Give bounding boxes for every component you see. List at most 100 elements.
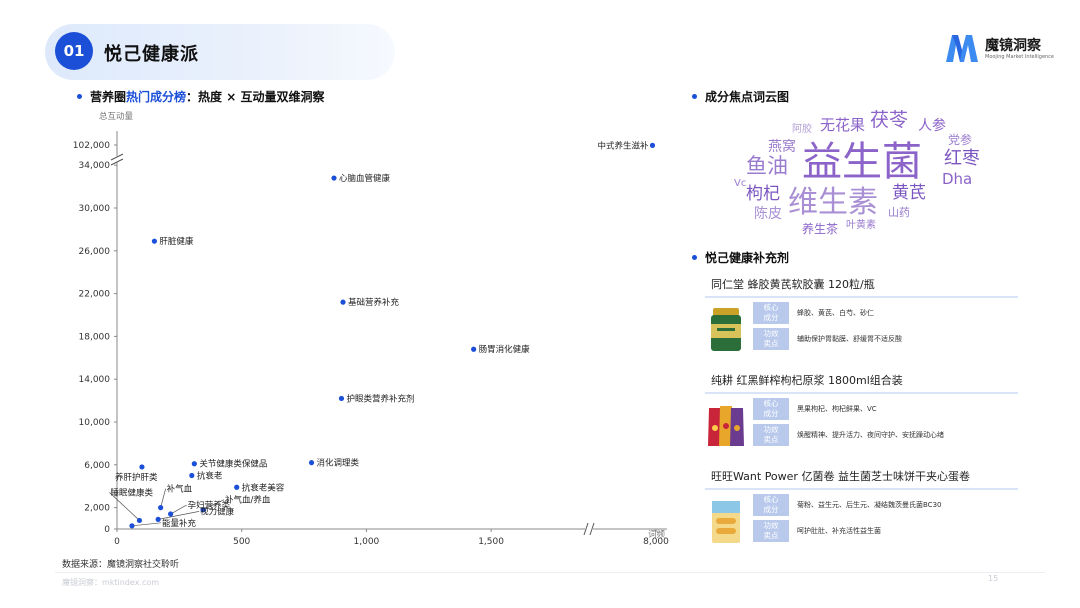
benefit-tag: 功效 卖点 — [753, 520, 789, 542]
brand-logo-icon — [946, 35, 978, 62]
y-tick-label: 30,000 — [79, 204, 111, 214]
y-tick-label: 6,000 — [84, 461, 110, 471]
header-band — [45, 24, 395, 80]
juice-pouch-image — [708, 406, 744, 446]
data-point — [158, 505, 164, 511]
cloud-section-title: 成分焦点词云图 — [692, 88, 789, 105]
footer-text: 魔镜洞察：mktindex.com — [62, 578, 160, 587]
cloud-word: 阿胶 — [792, 122, 812, 135]
cloud-word: 人参 — [918, 117, 946, 134]
x-axis-break — [583, 522, 595, 536]
x-tick-label: 500 — [233, 537, 250, 547]
footer-divider — [55, 572, 1045, 573]
bullet-icon — [692, 255, 697, 260]
tag-line: 核心 — [763, 495, 779, 504]
product-ingredients: 黑果枸杞、枸杞鲜果、VC — [797, 405, 877, 413]
supplement-section-title: 悦己健康补充剂 — [692, 249, 789, 266]
data-point — [129, 523, 135, 529]
tag-line: 卖点 — [763, 339, 779, 348]
tag-line: 卖点 — [763, 531, 779, 540]
product-name: 纯耕 红黑鲜榨枸杞原浆 1800ml组合装 — [711, 374, 903, 387]
bullet-icon — [77, 94, 82, 99]
label-leader-line — [202, 499, 225, 511]
data-point — [340, 299, 346, 305]
tag-line: 核心 — [763, 303, 779, 312]
data-point — [139, 464, 145, 470]
product-benefits: 呵护肚肚、补充活性益生菌 — [797, 527, 881, 535]
cloud-word: 维生素 — [788, 185, 878, 220]
product-name: 同仁堂 蜂胶黄芪软胶囊 120粒/瓶 — [711, 278, 875, 291]
product-ingredients: 菊粉、益生元、后生元、凝结魏茨曼氏菌BC30 — [797, 501, 942, 509]
data-point-label: 抗衰老美容 — [242, 482, 285, 493]
y-axis-break — [110, 153, 124, 166]
data-point — [200, 507, 206, 513]
cloud-word: 益生菌 — [802, 139, 922, 185]
data-point-label: 中式养生滋补 — [597, 140, 649, 151]
tag-line: 功效 — [763, 521, 779, 530]
tag-line: 成分 — [763, 313, 779, 322]
scatter-chart: 0 2,000 6,000 10,000 14,000 18,000 22,000 26,00… — [73, 111, 669, 547]
data-point — [136, 517, 143, 524]
data-point — [168, 511, 174, 517]
y-tick-label: 22,000 — [79, 290, 111, 300]
product-benefits: 焕醒精神、提升活力、夜间守护、安抚躁动心绪 — [797, 431, 944, 439]
product-divider — [705, 296, 1018, 298]
label-leader-line — [131, 522, 162, 527]
bullet-icon — [692, 94, 697, 99]
benefit-tag: 功效 卖点 — [753, 424, 789, 446]
label-leader-line — [158, 511, 200, 520]
cloud-word: 山药 — [888, 206, 910, 219]
cloud-word: 鱼油 — [746, 154, 788, 178]
data-point — [151, 238, 158, 244]
y-tick-label: 34,000 — [79, 161, 111, 171]
supplement-title-text: 悦己健康补充剂 — [705, 251, 790, 265]
data-point-label: 视力健康 — [200, 506, 235, 517]
y-tick-label: 14,000 — [79, 375, 111, 385]
y-tick-label: 102,000 — [73, 141, 110, 151]
chart-title-highlight: 热门成分榜 — [126, 90, 187, 104]
y-tick-label: 10,000 — [79, 418, 111, 428]
data-point-label: 养肝护肝类 — [115, 472, 158, 483]
cloud-word: 叶黄素 — [846, 218, 876, 231]
x-tick-label: 8,000 — [643, 537, 669, 547]
x-tick-label: 1,500 — [478, 537, 504, 547]
core-ingredient-tag: 核心 成分 — [753, 302, 789, 324]
cloud-word: 茯苓 — [870, 109, 908, 131]
product-card: 纯耕 红黑鲜榨枸杞原浆 1800ml组合装 核心 成分 黑果枸杞、枸杞鲜果、VC … — [705, 372, 1018, 454]
data-point — [338, 395, 345, 402]
data-point — [308, 460, 315, 466]
tag-line: 成分 — [763, 505, 779, 514]
data-point — [234, 484, 240, 490]
chart-section-title: 营养圈热门成分榜：热度 × 互动量双维洞察 — [77, 88, 324, 105]
data-point-label: 能量补充 — [162, 518, 197, 529]
section-number-badge: 01 — [55, 32, 93, 70]
y-tick-label: 2,000 — [84, 504, 110, 514]
product-divider — [705, 488, 1018, 490]
x-axis-label: 词频 — [648, 529, 666, 540]
data-point — [649, 142, 656, 148]
y-tick-label: 26,000 — [79, 247, 111, 257]
y-tick-label: 0 — [104, 525, 110, 535]
product-divider — [705, 392, 1018, 394]
benefit-tag: 功效 卖点 — [753, 328, 789, 350]
page-number: 15 — [988, 574, 999, 583]
data-point-label: 基础营养补充 — [348, 297, 400, 308]
data-point-label: 关节健康类保健品 — [199, 459, 267, 470]
data-point-label: 心脑血管健康 — [339, 173, 391, 184]
x-tick-label: 1,000 — [354, 537, 380, 547]
data-point-label: 睡眠健康类 — [110, 487, 153, 498]
data-point — [191, 461, 197, 467]
label-leader-line — [170, 504, 187, 515]
brand-name: 魔镜洞察 — [985, 38, 1041, 54]
cloud-word: Vc — [734, 178, 746, 189]
label-leader-line — [160, 488, 166, 508]
product-ingredients: 蜂胶、黄芪、白芍、砂仁 — [797, 309, 874, 317]
cloud-word: 燕窝 — [768, 138, 796, 155]
data-point-label: 消化调理类 — [317, 458, 360, 469]
page-title: 悦己健康派 — [104, 44, 199, 65]
brand-subtitle: Moojing Market Intelligence — [985, 54, 1055, 60]
product-card: 旺旺Want Power 亿菌卷 益生菌芝士味饼干夹心蛋卷 核心 成分 菊粉、益生… — [705, 468, 1018, 550]
cloud-word: 黄芪 — [892, 183, 926, 203]
data-source: 数据来源：魔镜洞察社交聆听 — [62, 560, 180, 570]
product-name: 旺旺Want Power 亿菌卷 益生菌芝士味饼干夹心蛋卷 — [711, 470, 970, 483]
